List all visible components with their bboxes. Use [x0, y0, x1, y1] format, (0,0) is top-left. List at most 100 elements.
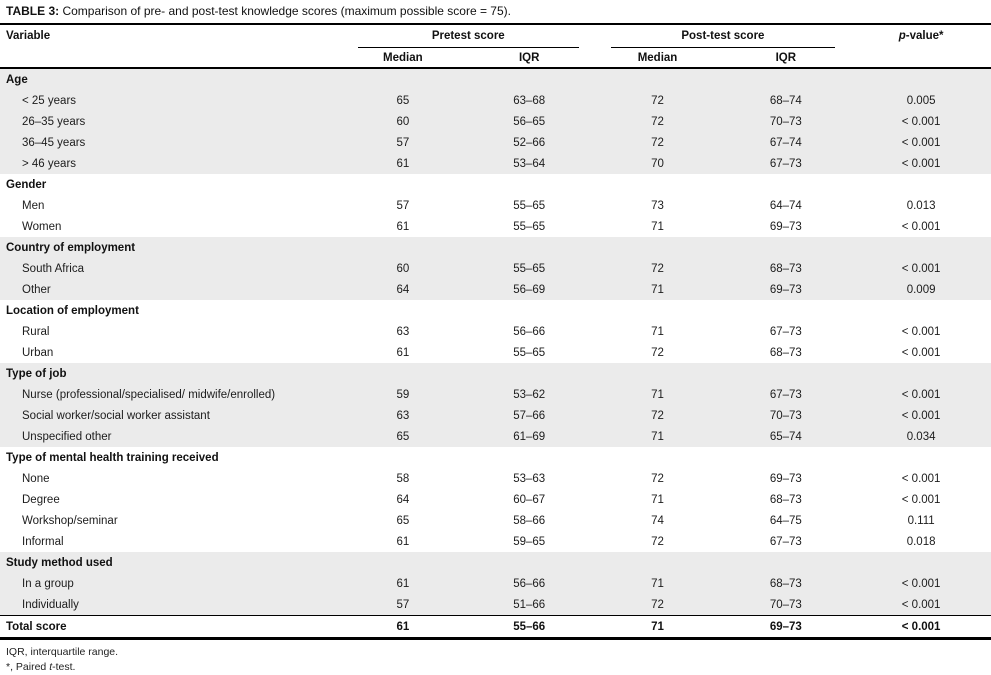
p-value: 0.018	[906, 535, 936, 548]
header-row-groups: Variable Pretest score Post-test score p…	[0, 25, 991, 69]
table-number: TABLE 3:	[6, 4, 60, 18]
empty-cell	[851, 174, 991, 195]
table-row: > 46 years 61 53–64 70 67–73 < 0.001	[0, 153, 991, 174]
table-header: Variable Pretest score Post-test score p…	[0, 25, 991, 69]
row-label: Degree	[22, 493, 60, 506]
table-caption: TABLE 3: Comparison of pre- and post-tes…	[0, 0, 991, 25]
posttest-median-value: 71	[651, 325, 664, 338]
pvalue-italic-p: p	[898, 30, 906, 42]
p-value: < 0.001	[851, 132, 991, 153]
header-row-measures: Median IQR Median IQR	[0, 48, 991, 69]
empty-cell	[851, 237, 991, 258]
posttest-median-value: 72	[651, 472, 664, 485]
p-value: 0.034	[851, 426, 991, 447]
pretest-iqr-value: 58–66	[513, 514, 546, 527]
row-label: Social worker/social worker assistant	[0, 405, 342, 426]
posttest-median-value: 72	[594, 111, 721, 132]
posttest-iqr-value: 69–73	[720, 279, 852, 300]
empty-cell	[595, 174, 721, 195]
row-label: Other	[0, 279, 342, 300]
pretest-median-value: 61	[396, 220, 410, 233]
table-row: In a group 61 56–66 71 68–73 < 0.001	[0, 573, 991, 594]
total-pretest-iqr: 55–66	[463, 615, 595, 640]
posttest-median-value: 72	[651, 535, 664, 548]
pretest-iqr-value: 53–63	[513, 472, 546, 485]
pretest-median-value: 65	[396, 514, 410, 527]
row-label: Urban	[22, 346, 54, 359]
total-posttest-iqr: 69–73	[720, 615, 852, 640]
table-row: Degree 64 60–67 71 68–73 < 0.001	[0, 489, 991, 510]
posttest-iqr-value: 67–73	[720, 384, 852, 405]
pvalue-label-rest: -value*	[905, 30, 944, 42]
posttest-iqr-value: 68–73	[769, 493, 802, 506]
p-value: < 0.001	[901, 220, 941, 233]
table-title-text: Comparison of pre- and post-test knowled…	[59, 4, 511, 18]
empty-cell	[341, 68, 464, 90]
section-name: Age	[0, 68, 342, 90]
table-row: Rural 63 56–66 71 67–73 < 0.001	[0, 321, 991, 342]
p-value: < 0.001	[851, 405, 991, 426]
p-value: < 0.001	[851, 111, 991, 132]
col-group-pretest: Pretest score	[342, 25, 595, 48]
empty-cell	[341, 363, 464, 384]
posttest-iqr-value: 69–73	[769, 472, 802, 485]
posttest-median-value: 71	[594, 573, 721, 594]
posttest-median-value: 72	[594, 90, 721, 111]
pretest-median-value: 61	[396, 535, 410, 548]
comparison-table: Variable Pretest score Post-test score p…	[0, 25, 991, 640]
pretest-iqr-value: 57–66	[463, 405, 595, 426]
empty-cell	[594, 68, 721, 90]
p-value: < 0.001	[901, 325, 941, 338]
posttest-median-value: 70	[594, 153, 721, 174]
pretest-median-value: 60	[341, 111, 464, 132]
pretest-median-value: 61	[341, 573, 464, 594]
pretest-iqr-value: 51–66	[463, 594, 595, 616]
section-name: Location of employment	[6, 304, 139, 317]
total-score-row: Total score 61 55–66 71 69–73 < 0.001	[0, 615, 991, 640]
row-label: Women	[22, 220, 62, 233]
posttest-median-value: 72	[651, 346, 664, 359]
p-value: < 0.001	[851, 258, 991, 279]
empty-cell	[720, 68, 852, 90]
pretest-iqr-value: 56–69	[463, 279, 595, 300]
p-value: 0.013	[906, 199, 936, 212]
empty-cell	[595, 300, 721, 321]
row-label: Nurse (professional/specialised/ midwife…	[0, 384, 342, 405]
posttest-iqr-value: 67–73	[769, 325, 802, 338]
row-label: South Africa	[0, 258, 342, 279]
col-header-posttest-iqr: IQR	[720, 48, 852, 69]
posttest-median-value: 71	[594, 279, 721, 300]
footnote-iqr: IQR, interquartile range.	[6, 646, 119, 658]
empty-cell	[851, 363, 991, 384]
section-header-row: Gender	[0, 174, 991, 195]
posttest-median-value: 72	[594, 594, 721, 616]
posttest-iqr-value: 67–73	[720, 153, 852, 174]
empty-cell	[720, 300, 851, 321]
empty-cell	[342, 300, 464, 321]
empty-cell	[594, 237, 721, 258]
pretest-iqr-value: 59–65	[513, 535, 546, 548]
row-label: 36–45 years	[0, 132, 342, 153]
section-header-row: Type of job	[0, 363, 991, 384]
table-row: Other 64 56–69 71 69–73 0.009	[0, 279, 991, 300]
footnote-paired-prefix: *, Paired	[6, 661, 50, 673]
posttest-iqr-value: 68–73	[769, 346, 802, 359]
posttest-iqr-value: 69–73	[769, 220, 802, 233]
pretest-iqr-value: 52–66	[463, 132, 595, 153]
empty-cell	[463, 363, 595, 384]
section-header-row: Type of mental health training received	[0, 447, 991, 468]
posttest-iqr-value: 65–74	[720, 426, 852, 447]
table-row: Women 61 55–65 71 69–73 < 0.001	[0, 216, 991, 237]
pretest-iqr-value: 55–65	[463, 258, 595, 279]
table-row: Informal 61 59–65 72 67–73 0.018	[0, 531, 991, 552]
empty-cell	[464, 447, 595, 468]
posttest-iqr-value: 64–75	[769, 514, 802, 527]
pretest-iqr-value: 55–65	[513, 346, 546, 359]
empty-cell	[594, 363, 721, 384]
posttest-iqr-value: 70–73	[720, 111, 852, 132]
pretest-iqr-value: 55–65	[513, 220, 546, 233]
posttest-median-value: 72	[594, 132, 721, 153]
pretest-iqr-value: 56–66	[463, 573, 595, 594]
table-row: 26–35 years 60 56–65 72 70–73 < 0.001	[0, 111, 991, 132]
footnote-paired-suffix: -test.	[52, 661, 76, 673]
